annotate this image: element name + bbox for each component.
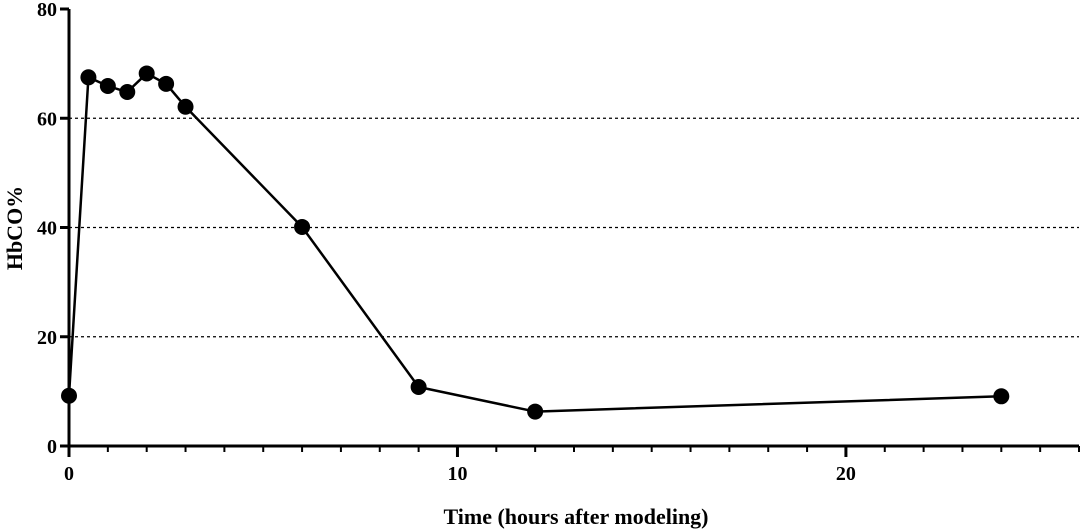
x-tick-label-0: 0 — [64, 463, 74, 485]
y-axis-title: HbCO% — [2, 186, 27, 270]
x-axis-title: Time (hours after modeling) — [444, 504, 709, 529]
data-point — [61, 387, 77, 404]
series — [61, 65, 1010, 420]
data-point — [410, 379, 427, 396]
data-point — [177, 98, 194, 115]
axes: 0 20 40 60 80 0 10 20 — [37, 0, 1080, 485]
data-point — [99, 78, 116, 95]
x-tick-label-10: 10 — [447, 463, 467, 485]
data-point — [80, 69, 97, 86]
data-point — [119, 84, 136, 101]
data-point — [527, 403, 544, 420]
gridlines — [69, 117, 1079, 338]
data-point — [138, 65, 155, 82]
data-point — [993, 388, 1010, 405]
y-tick-label-80: 80 — [37, 0, 57, 21]
y-tick-label-60: 60 — [37, 108, 57, 130]
data-point — [158, 75, 175, 92]
series-line — [67, 72, 1002, 413]
x-tick-label-20: 20 — [836, 463, 856, 485]
y-tick-label-0: 0 — [47, 436, 57, 458]
y-tick-label-40: 40 — [37, 218, 57, 240]
y-tick-label-20: 20 — [37, 327, 57, 349]
data-point — [294, 218, 311, 235]
